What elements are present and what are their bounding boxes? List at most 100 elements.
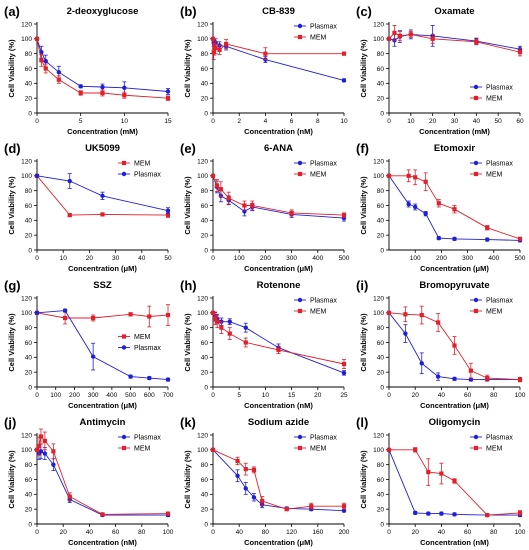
legend-marker (121, 434, 127, 440)
data-point (341, 51, 347, 56)
legend-marker (297, 297, 303, 303)
x-axis-label: Concentration (μM) (244, 538, 313, 547)
legend-entry: MEM (310, 35, 327, 42)
data-point (452, 207, 457, 212)
panel-label: (f) (356, 141, 369, 156)
data-point (165, 89, 171, 94)
y-tick-label: 80 (201, 51, 209, 58)
legend-marker (297, 434, 303, 440)
legend: MEM Plasmax (118, 334, 161, 352)
data-point (51, 462, 56, 467)
legend-marker (473, 84, 479, 90)
series-mem (34, 428, 171, 517)
chart-title: UK5099 (85, 143, 120, 154)
x-tick-label: 400 (312, 255, 323, 262)
data-point (426, 511, 431, 516)
legend-entry: MEM (486, 172, 503, 179)
data-point (251, 495, 257, 500)
x-tick-label: 300 (286, 255, 297, 262)
data-point (485, 237, 490, 242)
legend: Plasmax MEM (294, 161, 337, 179)
x-tick-label: 0 (387, 529, 391, 536)
series-line (36, 175, 169, 216)
y-tick-label: 80 (377, 325, 385, 332)
data-point (100, 90, 105, 96)
y-tick-label: 120 (21, 432, 32, 439)
y-tick-label: 40 (201, 355, 209, 362)
data-point (452, 343, 457, 348)
legend-marker (121, 160, 127, 166)
data-point (439, 471, 444, 476)
series-line (212, 449, 345, 512)
series-mem (210, 36, 347, 60)
x-tick-label: 500 (515, 255, 526, 262)
series-mem (210, 447, 347, 512)
data-point (100, 193, 105, 199)
data-point (243, 467, 248, 472)
y-tick-label: 80 (201, 188, 209, 195)
chart-title: Sodium azide (248, 417, 309, 428)
data-point (235, 473, 240, 478)
data-point (56, 77, 61, 82)
y-axis-label: Cell Viability (%) (359, 313, 368, 372)
y-tick-label: 0 (28, 384, 32, 391)
x-tick-label: 700 (163, 392, 174, 399)
x-tick-label: 0 (35, 529, 39, 536)
data-point (90, 354, 96, 359)
y-tick-label: 0 (380, 247, 384, 254)
y-tick-label: 60 (25, 477, 33, 484)
x-axis-label: Concentration (μM) (68, 401, 137, 410)
y-tick-label: 100 (21, 310, 32, 317)
data-point (397, 33, 403, 38)
y-tick-label: 40 (25, 492, 33, 499)
series-line (388, 312, 521, 381)
legend-marker (473, 160, 479, 166)
y-tick-label: 80 (201, 325, 209, 332)
data-point (263, 51, 268, 56)
data-point (91, 315, 96, 321)
series-plasmax (386, 173, 523, 243)
x-tick-label: 60 (464, 392, 472, 399)
series-mem (34, 304, 171, 328)
series-line (212, 175, 345, 219)
y-axis-label: Cell Viability (%) (359, 450, 368, 509)
x-axis-label: Concentration (nM) (244, 401, 313, 410)
legend-marker (473, 297, 479, 303)
legend: MEM Plasmax (118, 161, 161, 179)
x-tick-label: 15 (164, 118, 172, 125)
data-point (43, 66, 48, 71)
x-tick-label: 20 (429, 118, 437, 125)
x-tick-label: 60 (112, 529, 120, 536)
x-tick-label: 40 (438, 392, 446, 399)
legend-entry: Plasmax (310, 298, 337, 305)
y-axis-label: Cell Viability (%) (359, 176, 368, 235)
data-point (165, 213, 171, 218)
y-tick-label: 100 (373, 36, 384, 43)
chart-title: SSZ (93, 280, 112, 291)
series-line (388, 312, 520, 381)
legend: Plasmax MEM (470, 85, 513, 103)
y-tick-label: 100 (197, 173, 208, 180)
y-tick-label: 40 (25, 355, 33, 362)
data-point (122, 85, 127, 90)
legend-entry: MEM (310, 172, 327, 179)
legend: Plasmax MEM (118, 435, 161, 453)
y-tick-label: 40 (377, 492, 385, 499)
series-line (212, 175, 345, 216)
legend: Plasmax MEM (470, 435, 513, 453)
data-point (452, 376, 457, 382)
series-plasmax (34, 173, 171, 215)
y-tick-label: 120 (21, 158, 32, 165)
x-tick-label: 15 (288, 392, 296, 399)
x-tick-label: 20 (60, 529, 68, 536)
legend-entry: MEM (486, 96, 503, 103)
x-tick-label: 100 (410, 255, 421, 262)
data-point (341, 213, 347, 218)
x-tick-label: 0 (387, 392, 391, 399)
y-tick-label: 20 (377, 369, 385, 376)
data-point (100, 84, 105, 90)
data-point (436, 201, 441, 206)
x-tick-label: 200 (69, 392, 80, 399)
legend-marker (473, 308, 479, 314)
panel-label: (b) (180, 4, 197, 19)
